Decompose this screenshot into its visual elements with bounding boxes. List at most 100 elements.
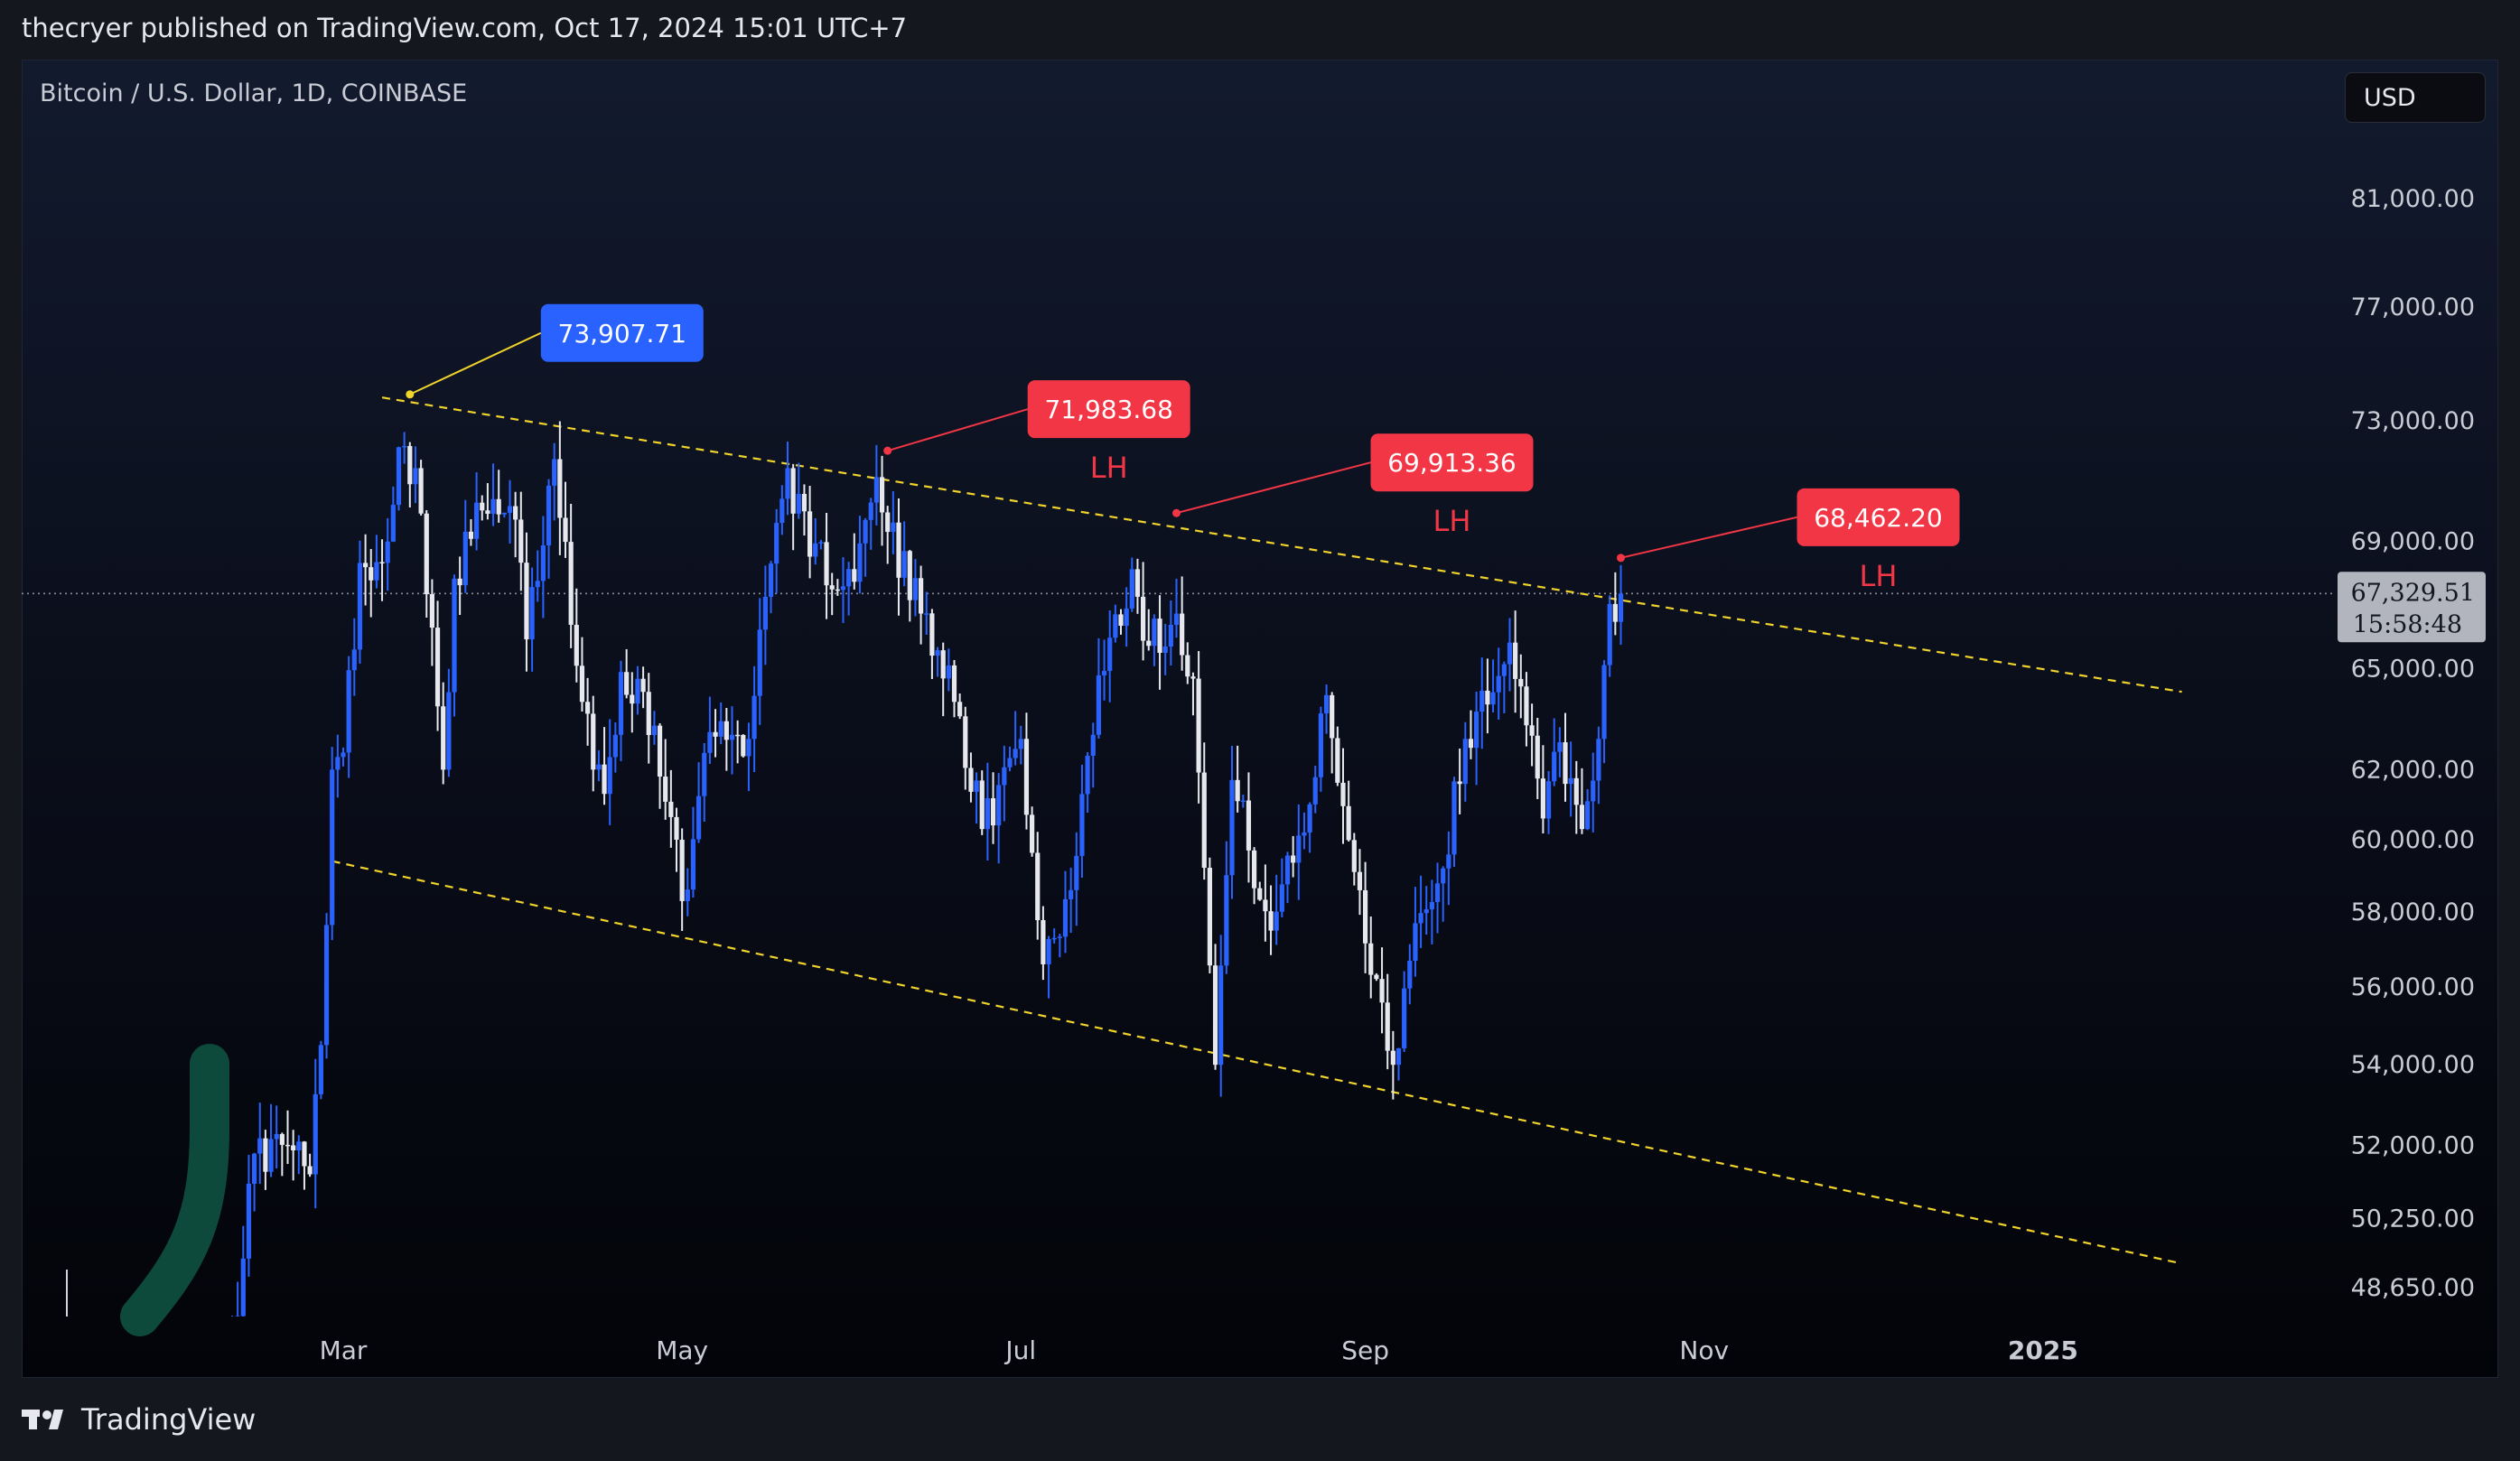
candle: [985, 762, 990, 861]
candle: [313, 1058, 318, 1209]
candle: [490, 463, 496, 526]
candle: [496, 470, 501, 523]
candle: [1107, 610, 1113, 703]
candle: [713, 709, 718, 758]
candle: [1385, 973, 1390, 1070]
candle: [1190, 672, 1196, 716]
candle: [1307, 802, 1312, 853]
candle: [1524, 672, 1529, 747]
candle: [1196, 651, 1201, 804]
annotation-anchor-dot: [1172, 508, 1181, 517]
candle: [1423, 886, 1429, 935]
price-tick-label: 56,000.00: [2351, 973, 2475, 1001]
candle: [1468, 710, 1474, 759]
currency-button[interactable]: USD: [2345, 72, 2486, 123]
candle: [1090, 722, 1096, 788]
candle: [1129, 557, 1134, 612]
candle: [879, 455, 885, 546]
candle: [535, 550, 540, 602]
candle: [1407, 944, 1413, 1005]
candle: [434, 600, 441, 731]
price-tick-label: 62,000.00: [2351, 756, 2475, 784]
candle: [1152, 614, 1157, 666]
candle: [407, 442, 413, 508]
candle: [857, 516, 863, 594]
candle: [968, 752, 974, 803]
candle: [718, 702, 723, 745]
tradingview-logo[interactable]: TradingView: [22, 1402, 256, 1437]
candle: [1041, 906, 1046, 981]
time-tick-label: 2025: [2008, 1335, 2078, 1365]
candle: [1113, 604, 1118, 643]
candle: [579, 637, 585, 712]
candle: [501, 512, 507, 518]
candle: [829, 572, 835, 616]
candle: [1573, 760, 1579, 834]
annotation-price-label: 68,462.20: [1814, 503, 1943, 533]
candle: [1263, 864, 1268, 942]
price-annotation[interactable]: 69,913.36 LH: [1172, 433, 1534, 538]
candle: [1224, 841, 1229, 974]
candle: [1591, 752, 1596, 833]
candle: [1607, 595, 1612, 677]
price-annotation[interactable]: 68,462.20 LH: [1617, 488, 1960, 593]
candle: [1218, 935, 1224, 1097]
candle: [1612, 572, 1618, 636]
annotation-anchor-dot: [406, 390, 415, 399]
candle: [813, 517, 818, 565]
candle: [1346, 780, 1351, 842]
candle: [524, 532, 529, 672]
candle: [957, 693, 963, 720]
candle: [240, 1225, 246, 1317]
chart-pane[interactable]: [22, 60, 2498, 1378]
candle: [1357, 849, 1363, 916]
candle: [1395, 1047, 1402, 1081]
candle: [690, 806, 696, 898]
price-tick-label: 81,000.00: [2351, 185, 2475, 213]
candle: [1173, 578, 1180, 638]
candle: [585, 677, 591, 746]
candle: [235, 1281, 240, 1317]
candle: [685, 868, 690, 917]
channel-line-lower[interactable]: [331, 860, 2182, 1265]
channel-line-upper[interactable]: [381, 396, 2182, 693]
time-axis: Mar May Jul Sep Nov 2025: [320, 1335, 2078, 1365]
candle: [852, 533, 857, 590]
price-tick-label: 58,000.00: [2351, 898, 2475, 926]
time-tick-label: Mar: [320, 1335, 368, 1365]
candle: [485, 483, 490, 520]
candle: [1229, 745, 1235, 899]
candle: [868, 498, 873, 550]
price-tick-label: 77,000.00: [2351, 293, 2475, 321]
candle: [674, 807, 679, 872]
candle: [863, 517, 868, 577]
candle: [1601, 660, 1607, 764]
candle: [618, 660, 624, 761]
last-price-value: 67,329.51: [2351, 579, 2475, 607]
candle: [640, 666, 646, 709]
price-annotation[interactable]: 73,907.71: [406, 303, 704, 399]
candle: [1002, 745, 1007, 822]
candle: [929, 609, 935, 679]
candle: [607, 719, 612, 825]
candle: [518, 491, 524, 591]
candle: [402, 432, 407, 464]
annotation-price-label: 71,983.68: [1044, 395, 1173, 424]
candle: [1335, 726, 1340, 786]
arrow-indicator-icon: [120, 1044, 229, 1336]
candle: [552, 442, 557, 521]
price-annotation[interactable]: 71,983.68 LH: [883, 380, 1190, 485]
candle: [341, 747, 346, 767]
candle: [546, 479, 552, 579]
candle: [346, 656, 351, 778]
candle: [540, 516, 546, 619]
candle: [1363, 861, 1368, 973]
candle: [612, 722, 618, 773]
candle: [1268, 885, 1274, 955]
annotation-price-label: 69,913.36: [1387, 448, 1517, 478]
candle: [651, 711, 657, 745]
time-tick-label: Sep: [1341, 1335, 1389, 1365]
candle: [1252, 847, 1257, 905]
